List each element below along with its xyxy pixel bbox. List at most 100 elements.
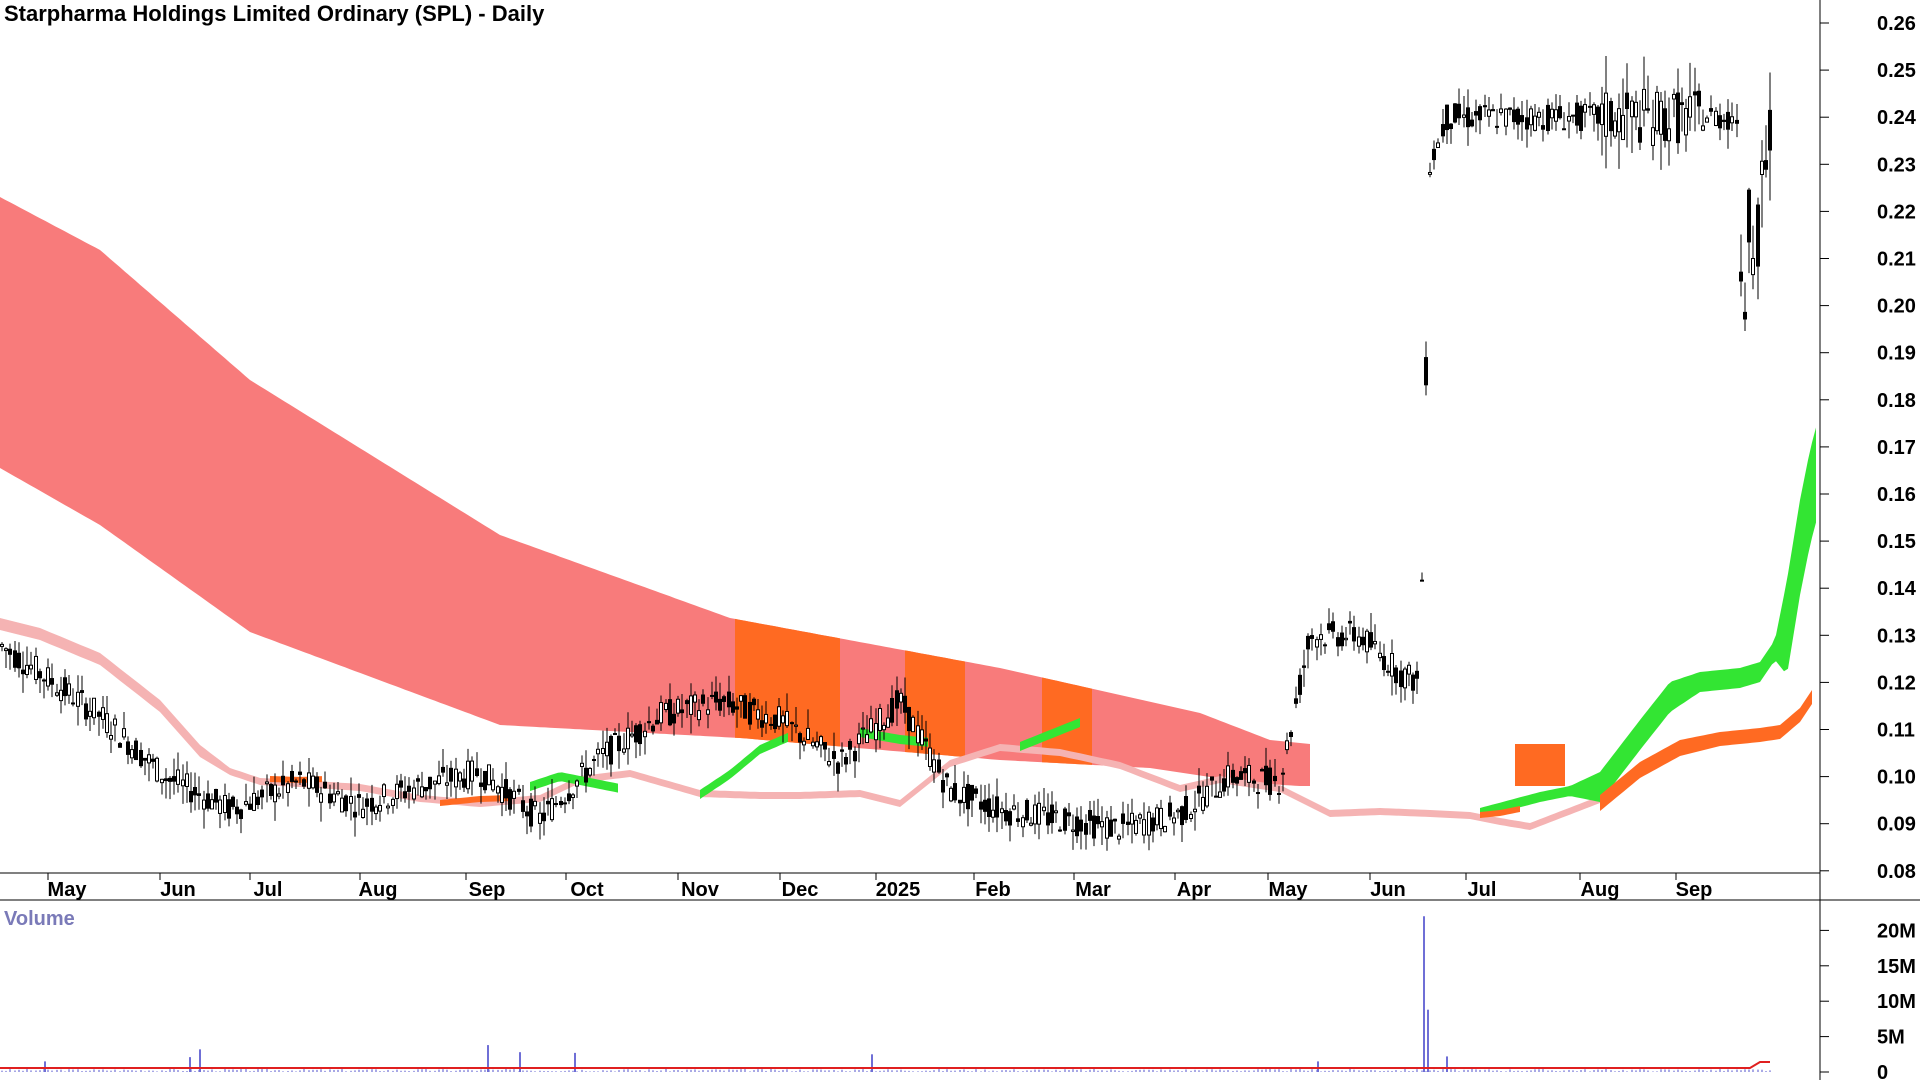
price-bar [286, 783, 290, 793]
price-bar [1529, 108, 1533, 126]
price-bar [319, 793, 323, 803]
x-tick-label: May [48, 879, 88, 901]
price-bar [1609, 101, 1613, 132]
price-bar [1289, 732, 1293, 737]
price-bar [1138, 814, 1142, 819]
price-bar [17, 652, 21, 669]
price-bar [1235, 777, 1239, 784]
price-bar [143, 757, 147, 761]
price-bar [210, 799, 214, 810]
price-bar [1735, 119, 1739, 124]
price-bar [1319, 634, 1323, 640]
price-bar [357, 794, 361, 798]
price-bar [323, 781, 327, 789]
price-bar [819, 736, 823, 746]
price-bar [1550, 108, 1554, 119]
price-bar [1386, 670, 1390, 673]
price-bar [118, 743, 122, 748]
price-bar [1428, 171, 1432, 175]
price-bar [1525, 117, 1529, 130]
price-bar [403, 791, 407, 799]
price-bar [500, 786, 504, 803]
price-bar [1667, 128, 1671, 142]
price-bar [361, 808, 365, 819]
price-bar [1474, 111, 1478, 116]
price-bar [130, 749, 134, 759]
price-bar [949, 787, 953, 802]
price-bar [1029, 822, 1033, 826]
price-bar [1554, 109, 1558, 122]
price-bar [172, 776, 176, 782]
price-bar [895, 690, 899, 709]
price-bar [1470, 119, 1474, 127]
price-bar [764, 713, 768, 724]
price-bar [538, 812, 542, 824]
price-bar [861, 727, 865, 730]
price-bar [1121, 813, 1125, 824]
price-bar [344, 795, 348, 812]
x-tick-label: Jul [1468, 879, 1497, 901]
price-bar [399, 780, 403, 788]
price-bar [59, 689, 63, 702]
price-bar [1424, 357, 1428, 386]
short-orange-ribbon-3 [1480, 806, 1520, 818]
price-bar [1558, 106, 1562, 119]
price-bar [1000, 808, 1004, 814]
price-bar [1642, 88, 1646, 111]
price-bar [584, 767, 588, 783]
price-bar [214, 788, 218, 803]
x-tick-label: Dec [782, 879, 819, 901]
price-bar [84, 703, 88, 720]
price-bar [693, 694, 697, 703]
price-bar [1453, 103, 1457, 123]
price-bar [416, 778, 420, 782]
y-tick-label: 0.17 [1877, 437, 1916, 459]
price-bar [1147, 811, 1151, 836]
volume-y-tick-label: 0 [1877, 1062, 1888, 1080]
volume-y-tick-label: 5M [1877, 1027, 1905, 1049]
price-bar [1260, 768, 1264, 772]
x-tick-label: Oct [570, 879, 604, 901]
price-bar [407, 785, 411, 792]
price-bar [567, 793, 571, 802]
price-bar [25, 664, 29, 676]
price-bar [773, 714, 777, 730]
price-bar [1457, 103, 1461, 119]
shaded-zone-3 [1042, 677, 1092, 765]
price-bar [1634, 101, 1638, 118]
price-bar [785, 710, 789, 727]
price-bar [1516, 108, 1520, 125]
price-bar [1012, 805, 1016, 810]
price-bar [67, 683, 71, 696]
price-bar [147, 754, 151, 764]
price-bar [1592, 104, 1596, 115]
price-bar [622, 748, 626, 753]
price-bar [1680, 102, 1684, 106]
price-bar [504, 779, 508, 799]
price-bar [105, 713, 109, 734]
price-bar [710, 694, 714, 697]
price-bar [307, 772, 311, 789]
price-bar [659, 702, 663, 724]
price-bar [668, 699, 672, 726]
price-bar [160, 778, 164, 784]
price-bar [273, 784, 277, 803]
x-tick-label: Sep [1676, 879, 1713, 901]
y-tick-label: 0.09 [1877, 814, 1916, 836]
price-bar [76, 691, 80, 707]
price-bar [802, 740, 806, 746]
x-tick-label: Jun [1370, 879, 1406, 901]
price-bar [613, 732, 617, 735]
price-bar [1399, 670, 1403, 688]
price-bar [1571, 114, 1575, 117]
price-bar [155, 757, 159, 782]
price-bar [832, 751, 836, 759]
price-bar [290, 770, 294, 782]
price-bar [252, 792, 256, 811]
price-bar [1025, 799, 1029, 821]
price-bar [113, 718, 117, 726]
price-bar [13, 650, 17, 668]
